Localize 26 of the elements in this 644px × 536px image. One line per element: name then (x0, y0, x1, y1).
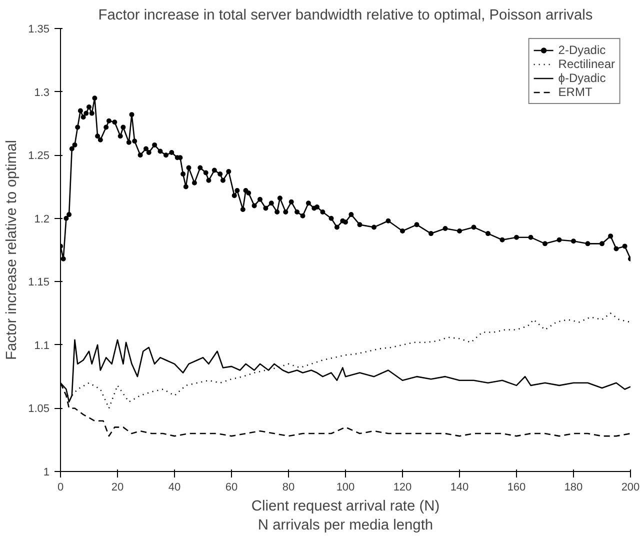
x-tick-label: 80 (282, 482, 295, 494)
y-tick-label: 1.2 (34, 213, 50, 226)
legend-label: ERMT (558, 85, 592, 99)
x-tick-label: 100 (336, 482, 355, 494)
x-tick-label: 40 (168, 482, 181, 494)
chart-title: Factor increase in total server bandwidth relative to optimal, Poisson arrivals (98, 8, 593, 24)
y-tick-label: 1.3 (34, 86, 50, 99)
y-tick-label: 1.05 (28, 403, 50, 416)
legend-label: Rectilinear (558, 57, 615, 71)
y-tick-label: 1 (43, 466, 50, 478)
y-tick-label: 1.25 (28, 150, 50, 162)
x-tick-label: 140 (450, 482, 469, 494)
x-tick-label: 160 (507, 482, 526, 494)
y-axis-title: Factor increase relative to optimal (4, 140, 20, 360)
x-tick-label: 60 (225, 482, 238, 494)
legend-label: ϕ-Dyadic (558, 71, 606, 85)
y-tick-label: 1.35 (28, 24, 50, 36)
x-axis-title: Client request arrival rate (N) N arrivals per media length (251, 498, 440, 534)
y-tick-label: 1.15 (28, 276, 50, 289)
y-tick-label: 1.1 (34, 340, 50, 352)
x-tick-label: 120 (393, 482, 412, 494)
x-tick-label: 0 (57, 482, 64, 494)
x-tick-label: 200 (621, 482, 640, 494)
x-tick-label: 180 (564, 482, 583, 494)
x-tick-label: 20 (111, 482, 124, 494)
legend-label: 2-Dyadic (558, 43, 606, 57)
